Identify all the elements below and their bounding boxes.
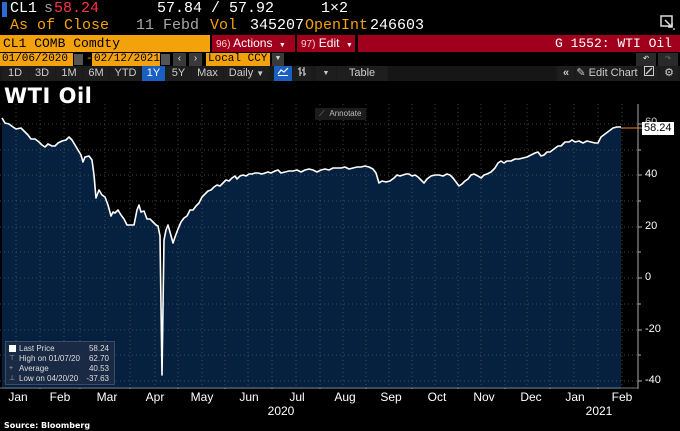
actions-menu-button[interactable]: 96) Actions ▼ — [212, 35, 295, 52]
undo-icon[interactable]: ↶ — [636, 53, 656, 66]
price-area — [2, 118, 621, 389]
as-of-date: 11 Feb — [136, 17, 191, 34]
x-tick-label: Mar — [96, 390, 118, 404]
security-bar: CL1 COMB Comdty 96) Actions ▼ 97) Edit ▼… — [0, 35, 680, 53]
y-tick-label: 0 — [645, 271, 652, 283]
ticker-marker — [2, 2, 7, 17]
start-date-field[interactable]: 01/06/2020 — [0, 53, 73, 66]
period-1d[interactable]: 1D — [2, 66, 28, 81]
x-tick-label: Jan — [8, 390, 28, 404]
legend-item-last-price[interactable]: Last Price 58.24 — [9, 344, 111, 354]
quote-line: CL1 s 58.24 57.84 / 57.92 1×2 — [0, 0, 680, 18]
x-tick-label: Dec — [520, 390, 542, 404]
frequency-select[interactable]: Daily ▼ — [224, 66, 269, 81]
chart-legend[interactable]: Last Price 58.24 ⊤ High on 01/07/20 62.7… — [5, 341, 115, 385]
x-tick-label: Oct — [427, 390, 447, 404]
x-tick-label: Sep — [380, 390, 402, 404]
period-1y[interactable]: 1Y — [142, 66, 165, 81]
legend-item-average: + Average 40.53 — [9, 364, 109, 373]
bid-ask-size: 1×2 — [321, 0, 349, 17]
edit-chart-button[interactable]: ✎ Edit Chart — [576, 66, 638, 81]
next-period-button[interactable]: › — [189, 53, 202, 66]
y-tick-label: 40 — [645, 168, 658, 180]
chevron-down-icon: ▼ — [278, 42, 286, 49]
actions-label: Actions — [233, 36, 273, 50]
year-label-2020: 2020 — [267, 404, 295, 418]
x-tick-label: Aug — [334, 390, 356, 404]
price-chart[interactable] — [0, 104, 680, 389]
date-range-bar: 01/06/2020 - 02/12/2021 ‹ › Local CCY ▼ … — [0, 53, 680, 67]
year-label-2021: 2021 — [585, 404, 613, 418]
legend-item-high: ⊤ High on 01/07/20 62.70 — [9, 354, 109, 363]
page-title: WTI Oil — [4, 84, 93, 108]
x-tick-label: Feb — [49, 390, 71, 404]
y-ticks — [638, 123, 642, 382]
calendar-icon[interactable] — [161, 54, 170, 65]
gear-icon[interactable]: ⚙ — [660, 66, 678, 81]
period-6m[interactable]: 6M — [83, 66, 109, 81]
end-date-field[interactable]: 02/12/2021 — [92, 53, 161, 66]
openint-value: 246603 — [370, 17, 425, 34]
toolbar-spacer — [388, 66, 556, 81]
previous-period-button[interactable]: ‹ — [173, 53, 186, 66]
x-tick-label: Jul — [289, 390, 305, 404]
price-line — [1, 117, 621, 376]
y-tick-label: 20 — [645, 220, 658, 232]
high-marker-icon: ⊤ — [9, 355, 16, 362]
popout-icon[interactable] — [660, 15, 676, 31]
close-info-line: As of Close 11 Feb d Vol 345207 OpenInt … — [0, 17, 680, 35]
calendar-icon[interactable] — [74, 54, 83, 65]
currency-dropdown-icon[interactable]: ▼ — [272, 53, 284, 66]
annotate-edit-icon[interactable] — [640, 66, 658, 81]
x-tick-label: May — [190, 390, 214, 404]
average-marker-icon: + — [9, 365, 14, 372]
annotate-button[interactable]: ⟋ Annotate — [315, 108, 367, 120]
x-tick-label: Jun — [239, 390, 259, 404]
bar-chart-icon[interactable] — [293, 66, 311, 81]
period-max[interactable]: Max — [192, 66, 223, 81]
chevron-down-icon: ▼ — [256, 69, 265, 78]
collapse-icon[interactable]: « — [558, 66, 574, 81]
source-label: Source: Bloomberg — [4, 421, 91, 430]
period-1m[interactable]: 1M — [56, 66, 82, 81]
last-prefix: s — [44, 0, 54, 17]
as-of-label: As of Close — [10, 17, 110, 34]
x-tick-label: Jan — [565, 390, 585, 404]
date-separator: - — [86, 53, 93, 65]
low-marker-icon: ⊥ — [9, 375, 16, 382]
period-3d[interactable]: 3D — [29, 66, 55, 81]
openint-label: OpenInt — [305, 17, 369, 34]
as-of-suffix: d — [190, 17, 200, 34]
y-tick-label: -40 — [645, 374, 661, 386]
bid-ask: 57.84 / 57.92 — [157, 0, 275, 17]
pencil-icon: ✎ — [576, 67, 586, 79]
last-price: 58.24 — [54, 0, 100, 17]
ticker: CL1 — [10, 0, 38, 17]
chart-toolbar: 1D 3D 1M 6M YTD 1Y 5Y Max Daily ▼ ▼ Tabl… — [0, 66, 680, 81]
chart-type-dropdown-icon[interactable]: ▼ — [316, 66, 336, 81]
currency-select[interactable]: Local CCY — [206, 53, 270, 66]
vol-label: Vol — [210, 17, 238, 34]
x-ticks — [39, 388, 599, 389]
vol-value: 345207 — [250, 17, 305, 34]
edit-menu-button[interactable]: 97) Edit ▼ — [297, 35, 356, 52]
chevron-down-icon: ▼ — [345, 42, 353, 49]
period-5y[interactable]: 5Y — [166, 66, 191, 81]
pencil-icon: ⟋ — [319, 109, 325, 118]
x-tick-label: Apr — [145, 390, 165, 404]
legend-item-low: ⊥ Low on 04/20/20 -37.63 — [9, 374, 109, 383]
last-price-label: 58.24 — [642, 122, 674, 135]
redo-icon[interactable]: ↷ — [658, 53, 678, 66]
x-tick-label: Nov — [473, 390, 495, 404]
x-tick-label: Feb — [611, 390, 633, 404]
edit-label: Edit — [318, 36, 340, 50]
period-ytd[interactable]: YTD — [110, 66, 141, 81]
line-chart-icon[interactable] — [274, 66, 292, 81]
function-title: G 1552: WTI Oil — [358, 35, 680, 52]
table-button[interactable]: Table — [337, 66, 387, 81]
y-tick-label: -20 — [645, 323, 661, 335]
security-field[interactable]: CL1 COMB Comdty — [0, 35, 210, 52]
last-price-swatch-icon — [9, 345, 16, 352]
